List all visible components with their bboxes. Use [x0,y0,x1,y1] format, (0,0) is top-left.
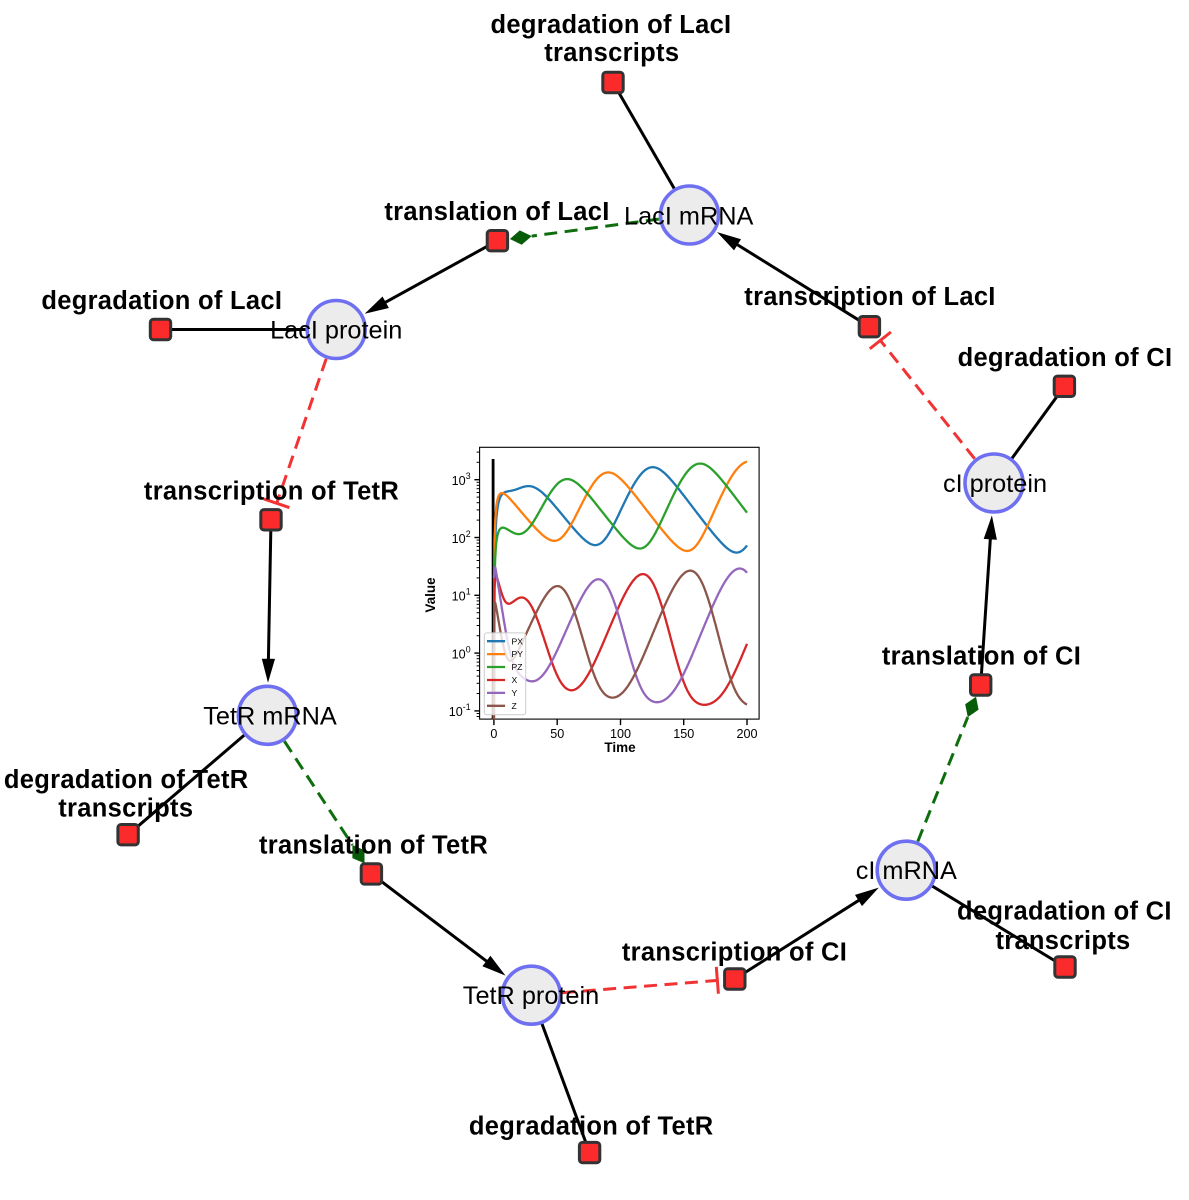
svg-text:Y: Y [512,688,518,698]
svg-text:transcripts: transcripts [58,795,193,823]
svg-text:PZ: PZ [512,662,523,672]
svg-text:0: 0 [490,727,497,741]
svg-text:degradation of CI: degradation of CI [957,898,1172,926]
svg-text:TetR protein: TetR protein [463,982,599,1010]
svg-text:degradation of TetR: degradation of TetR [469,1113,714,1141]
svg-text:Z: Z [512,701,517,711]
svg-text:LacI mRNA: LacI mRNA [624,203,753,231]
svg-text:translation of CI: translation of CI [882,643,1081,671]
svg-text:transcripts: transcripts [544,39,679,67]
svg-text:degradation of TetR: degradation of TetR [4,766,249,794]
svg-text:Value: Value [423,577,438,613]
svg-text:50: 50 [550,727,564,741]
svg-text:TetR mRNA: TetR mRNA [203,702,337,730]
svg-text:cI protein: cI protein [943,470,1047,498]
svg-text:Time: Time [604,740,636,755]
svg-text:translation of LacI: translation of LacI [384,198,609,226]
svg-text:100: 100 [610,727,631,741]
svg-text:transcription of LacI: transcription of LacI [744,283,995,311]
svg-text:200: 200 [736,727,757,741]
svg-text:degradation of LacI: degradation of LacI [41,287,282,315]
svg-text:PY: PY [512,649,524,659]
svg-text:cI mRNA: cI mRNA [856,857,957,885]
svg-text:translation of TetR: translation of TetR [259,832,488,860]
svg-text:LacI protein: LacI protein [270,317,402,345]
svg-text:degradation of CI: degradation of CI [958,344,1173,372]
svg-text:transcription of TetR: transcription of TetR [144,478,399,506]
svg-text:transcripts: transcripts [995,927,1130,955]
svg-text:X: X [512,675,518,685]
svg-text:150: 150 [673,727,694,741]
svg-text:degradation of LacI: degradation of LacI [491,11,732,39]
svg-text:transcription of CI: transcription of CI [622,939,847,967]
svg-text:PX: PX [512,636,524,646]
